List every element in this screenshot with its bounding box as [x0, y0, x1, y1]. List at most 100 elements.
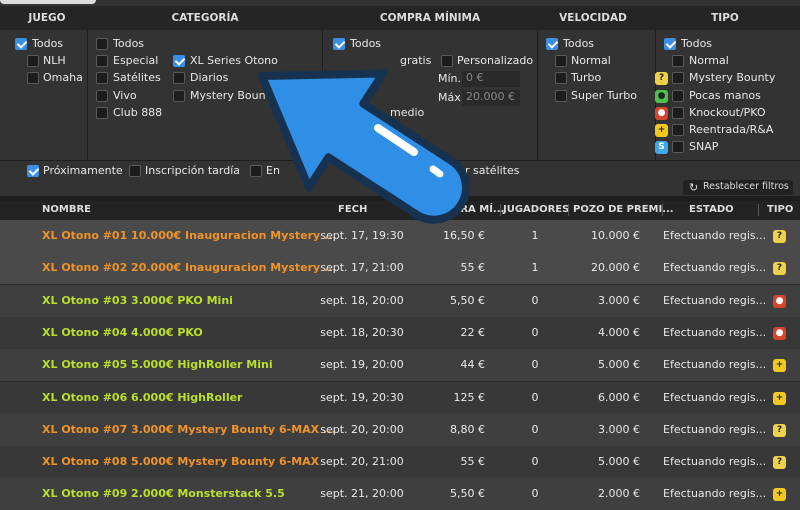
option-label: Mystery Bounty [689, 71, 776, 84]
tournament-name: XL Otono #01 10.000€ Inauguracion Myster… [42, 229, 337, 242]
status: Efectuando regis... [663, 293, 767, 307]
date: sept. 20, 21:00 [320, 455, 404, 469]
prize-pool: 3.000 € [598, 422, 640, 436]
table-row[interactable]: XL Otono #05 5.000€ HighRoller Mini sept.… [0, 349, 800, 382]
date: sept. 20, 20:00 [320, 422, 404, 436]
checkbox[interactable] [333, 38, 345, 50]
tournament-name: XL Otono #06 6.000€ HighRoller [42, 390, 243, 404]
table-row[interactable]: XL Otono #01 10.000€ Inauguracion Myster… [0, 220, 800, 252]
players: 0 [531, 390, 539, 404]
section-header: JUEGO [28, 12, 66, 24]
option-label: XL Series Otono [190, 54, 278, 67]
option-label: Diarios [190, 71, 229, 84]
table-row[interactable]: XL Otono #06 6.000€ HighRoller sept. 19, … [0, 381, 800, 414]
option-label: Super Turbo [571, 89, 637, 102]
checkbox[interactable] [96, 107, 108, 119]
checkbox[interactable] [672, 90, 684, 102]
filter-header-bar [0, 6, 800, 30]
date: sept. 18, 20:30 [320, 325, 404, 339]
buy-in: 5,50 € [450, 293, 485, 307]
date: sept. 17, 19:30 [320, 229, 404, 242]
checkbox[interactable] [672, 141, 684, 153]
separator [758, 204, 759, 216]
checkbox[interactable] [672, 107, 684, 119]
buy-in: 125 € [453, 390, 486, 404]
checkbox[interactable] [672, 124, 684, 136]
status: Efectuando regis... [663, 422, 767, 436]
checkbox[interactable] [672, 72, 684, 84]
status: Efectuando regis... [663, 390, 767, 404]
checkbox[interactable] [96, 90, 108, 102]
min-input[interactable]: 0 € [462, 71, 520, 87]
type-icon: ? [773, 423, 786, 437]
checkbox[interactable] [555, 90, 567, 102]
players: 0 [531, 293, 539, 307]
option-label: gratis [400, 54, 432, 67]
checkbox[interactable] [15, 38, 27, 50]
tournament-name: XL Otono #05 5.000€ HighRoller Mini [42, 358, 273, 372]
checkbox[interactable] [664, 38, 676, 50]
checkbox[interactable] [129, 165, 141, 177]
buy-in: 8,80 € [450, 422, 485, 436]
checkbox[interactable] [441, 55, 453, 67]
checkbox[interactable] [173, 90, 185, 102]
buy-in: 55 € [460, 455, 486, 469]
checkbox[interactable] [672, 55, 684, 67]
checkbox[interactable] [27, 72, 39, 84]
table-row[interactable]: XL Otono #08 5.000€ Mystery Bounty 6-MAX… [0, 446, 800, 479]
date: sept. 21, 20:00 [320, 487, 404, 501]
separator [0, 160, 800, 161]
checkbox[interactable] [173, 72, 185, 84]
option-label: NLH [43, 54, 66, 67]
search-field[interactable] [0, 0, 96, 4]
prize-pool: 10.000 € [591, 229, 640, 242]
checkbox[interactable] [27, 165, 39, 177]
option-label: SNAP [689, 140, 719, 153]
table-row[interactable]: XL Otono #03 3.000€ PKO Mini sept. 18, 20… [0, 284, 800, 317]
table-row[interactable]: XL Otono #02 20.000€ Inauguracion Myster… [0, 252, 800, 285]
tournament-name: XL Otono #07 3.000€ Mystery Bounty 6-MAX… [42, 422, 336, 436]
section-header: TIPO [711, 12, 739, 24]
option-label: Club 888 [113, 106, 163, 119]
option-label: Inscripción tardía [145, 164, 241, 177]
tournament-name: XL Otono #02 20.000€ Inauguracion Myster… [42, 261, 337, 275]
option-label: Vivo [113, 89, 137, 102]
tournament-name: XL Otono #03 3.000€ PKO Mini [42, 293, 233, 307]
table-row[interactable]: XL Otono #09 2.000€ Monsterstack 5.5 sept… [0, 478, 800, 510]
type-icon: ● [773, 294, 786, 308]
checkbox[interactable] [96, 38, 108, 50]
checkbox[interactable] [96, 55, 108, 67]
reset-button[interactable] [683, 180, 793, 195]
checkbox[interactable] [250, 165, 262, 177]
reset-icon: ↻ [689, 181, 699, 194]
option-label: Todos [113, 37, 145, 50]
type-icon: + [773, 359, 786, 373]
max-input[interactable]: 20.000 € [462, 90, 520, 106]
pocas-icon: ● [655, 90, 668, 103]
players: 0 [531, 325, 539, 339]
buy-in: 5,50 € [450, 487, 485, 501]
checkbox[interactable] [555, 55, 567, 67]
option-label: Todos [563, 37, 595, 50]
checkbox[interactable] [96, 72, 108, 84]
separator [500, 204, 501, 216]
buy-in: 16,50 € [443, 229, 485, 242]
date: sept. 18, 20:00 [320, 293, 404, 307]
players: 0 [531, 422, 539, 436]
option-label: Especial [113, 54, 159, 67]
option-label: Todos [350, 37, 382, 50]
type-icon: ? [773, 456, 786, 470]
separator [537, 30, 538, 160]
checkbox[interactable] [546, 38, 558, 50]
date: sept. 17, 21:00 [320, 261, 404, 275]
section-header: VELOCIDAD [559, 12, 627, 24]
table-row[interactable]: XL Otono #07 3.000€ Mystery Bounty 6-MAX… [0, 413, 800, 446]
tournament-name: XL Otono #08 5.000€ Mystery Bounty 6-MAX [42, 455, 320, 469]
date: sept. 19, 20:30 [320, 390, 404, 404]
checkbox[interactable] [27, 55, 39, 67]
players: 1 [531, 261, 539, 275]
checkbox[interactable] [173, 55, 185, 67]
table-row[interactable]: XL Otono #04 4.000€ PKO sept. 18, 20:30 22… [0, 316, 800, 349]
checkbox[interactable] [555, 72, 567, 84]
